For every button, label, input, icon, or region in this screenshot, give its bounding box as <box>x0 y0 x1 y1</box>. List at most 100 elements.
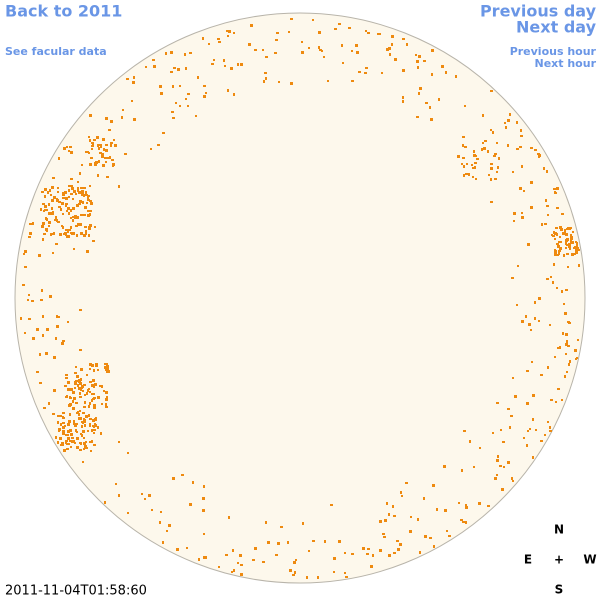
facula <box>70 226 72 229</box>
facula <box>541 223 543 226</box>
facula <box>57 221 60 223</box>
facula <box>187 105 189 107</box>
facula <box>107 370 110 373</box>
facula <box>91 364 94 367</box>
facula <box>57 187 59 189</box>
facula <box>94 418 97 421</box>
facula <box>218 41 221 43</box>
facula <box>50 233 52 236</box>
facula <box>108 129 111 131</box>
facula <box>345 576 348 578</box>
facula <box>526 402 529 405</box>
facula <box>89 423 91 425</box>
facula <box>152 59 155 61</box>
facula <box>68 212 70 215</box>
facula <box>527 430 529 432</box>
facula <box>91 393 94 395</box>
facula <box>567 227 569 229</box>
facula <box>474 155 477 157</box>
facula <box>104 366 107 369</box>
facula <box>53 196 56 199</box>
facula <box>475 178 477 180</box>
facula <box>554 191 556 194</box>
facula <box>124 153 127 155</box>
facula <box>83 187 86 189</box>
facula <box>547 421 549 423</box>
facula <box>233 569 235 572</box>
facula <box>72 407 75 410</box>
facula <box>79 200 82 203</box>
facula <box>133 76 135 79</box>
facula <box>557 347 559 349</box>
facula <box>365 30 367 32</box>
facula <box>386 502 388 505</box>
facula <box>461 469 463 472</box>
compass-south: S <box>555 583 564 597</box>
facula <box>105 391 108 394</box>
facula <box>543 167 545 170</box>
facula <box>89 368 91 370</box>
facula <box>274 52 277 54</box>
facula <box>384 519 387 522</box>
facula <box>45 228 48 231</box>
facula <box>102 138 105 141</box>
facula <box>507 408 510 410</box>
facula <box>570 236 573 239</box>
facula <box>503 466 505 468</box>
facula <box>433 545 435 548</box>
facular-link[interactable]: See facular data <box>5 45 107 58</box>
facula <box>218 566 220 568</box>
facula <box>127 452 129 454</box>
facula <box>312 19 314 21</box>
facula <box>69 146 72 148</box>
facula <box>68 189 70 192</box>
facula <box>70 193 73 195</box>
facula <box>79 442 81 444</box>
facula <box>521 320 524 323</box>
facula <box>248 43 251 46</box>
facula <box>476 158 479 160</box>
facula <box>105 398 108 401</box>
facula <box>89 163 92 166</box>
facula <box>544 434 546 436</box>
facula <box>338 23 341 25</box>
facula <box>44 188 47 191</box>
previous-day-link[interactable]: Previous day <box>480 2 597 21</box>
facula <box>145 66 147 68</box>
facula <box>226 30 229 32</box>
next-day-link[interactable]: Next day <box>516 18 597 37</box>
facula <box>70 151 73 154</box>
facula <box>80 214 83 216</box>
facula <box>293 561 296 564</box>
facula <box>534 317 536 320</box>
facula <box>565 289 568 291</box>
facula <box>192 481 194 484</box>
facula <box>87 196 89 199</box>
facula <box>525 315 527 318</box>
facula <box>83 406 86 408</box>
facula <box>465 506 468 509</box>
next-hour-link[interactable]: Next hour <box>535 57 597 70</box>
facula <box>530 147 533 149</box>
facula <box>79 396 82 398</box>
facula <box>410 516 412 518</box>
back-year-link[interactable]: Back to 2011 <box>5 2 122 21</box>
facula <box>118 185 120 188</box>
facula <box>465 504 467 506</box>
facula <box>42 222 45 225</box>
facula <box>487 150 489 153</box>
facula <box>267 541 270 544</box>
facula <box>93 404 96 406</box>
facula <box>510 415 513 417</box>
facula <box>102 164 105 167</box>
facula <box>57 415 60 417</box>
previous-hour-link[interactable]: Previous hour <box>510 45 597 58</box>
facula <box>531 361 533 363</box>
facula <box>75 366 77 368</box>
facula <box>532 456 534 459</box>
facula <box>526 370 529 372</box>
facula <box>54 219 57 221</box>
facula <box>463 174 465 177</box>
facula <box>66 434 69 436</box>
facula <box>84 394 86 396</box>
